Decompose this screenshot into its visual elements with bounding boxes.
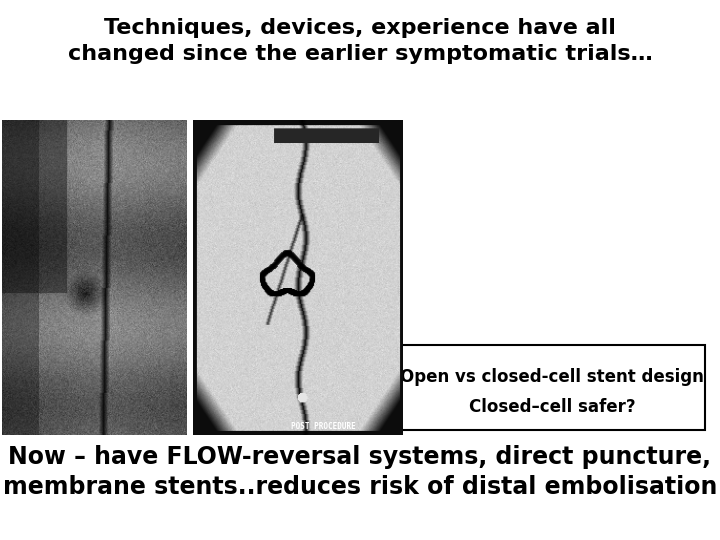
Text: POST PROCEDURE: POST PROCEDURE: [291, 422, 356, 431]
Text: Techniques, devices, experience have all
changed since the earlier symptomatic t: Techniques, devices, experience have all…: [68, 18, 652, 64]
Text: Now – have FLOW-reversal systems, direct puncture,
membrane stents..reduces risk: Now – have FLOW-reversal systems, direct…: [3, 445, 717, 499]
FancyBboxPatch shape: [400, 345, 705, 430]
Text: Open vs closed-cell stent design: Open vs closed-cell stent design: [400, 368, 704, 386]
Text: Closed–cell safer?: Closed–cell safer?: [469, 398, 635, 416]
